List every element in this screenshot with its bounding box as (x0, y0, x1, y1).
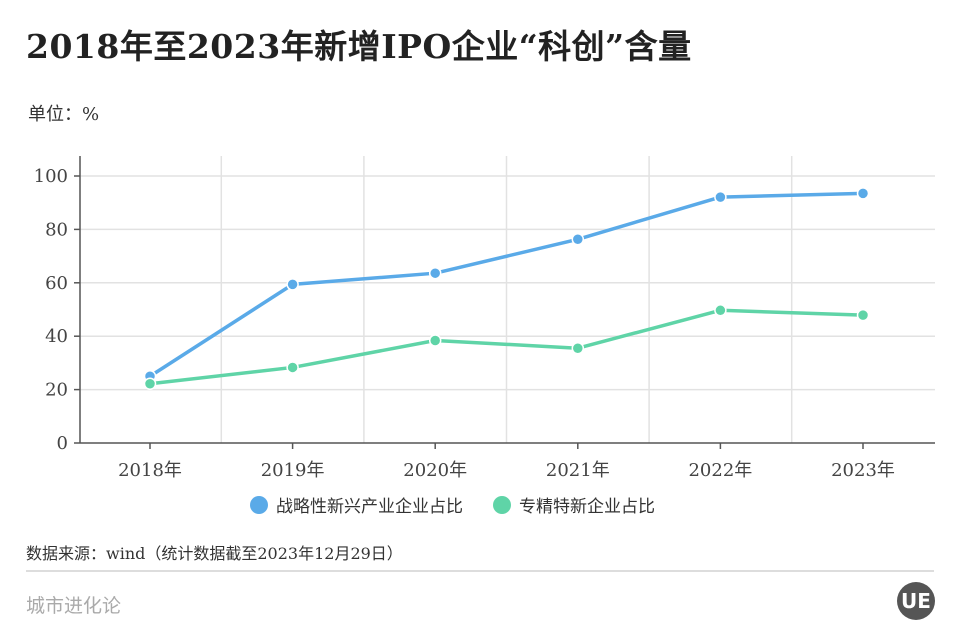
data-source: 数据来源：wind（统计数据截至2023年12月29日） (26, 544, 403, 563)
divider (26, 570, 934, 572)
legend-item-strategic[interactable]: 战略性新兴产业企业占比 (250, 492, 463, 517)
y-tick-label: 40 (45, 326, 68, 347)
data-point-1 (856, 187, 870, 200)
brand-name: 城市进化论 (26, 595, 122, 617)
x-tick-label: 2022年 (688, 460, 752, 481)
data-point-2 (143, 377, 157, 390)
legend: 战略性新兴产业企业占比 专精特新企业占比 (250, 492, 655, 517)
data-point-1 (286, 278, 299, 291)
x-tick-label: 2023年 (831, 460, 895, 481)
series-line-1 (149, 191, 864, 378)
data-point-2 (286, 361, 299, 374)
y-tick-label: 60 (45, 273, 68, 294)
chart-title: 2018年至2023年新增IPO企业“科创”含量 (26, 27, 692, 66)
legend-label: 战略性新兴产业企业占比 (276, 497, 463, 517)
data-point-2 (571, 341, 585, 355)
data-point-1 (714, 190, 727, 204)
brand-logo: UE (897, 582, 935, 620)
data-point-2 (714, 304, 727, 317)
data-point-2 (856, 308, 870, 322)
series-line-2 (149, 308, 864, 386)
data-point-1 (428, 266, 442, 280)
unit-label: 单位：% (28, 104, 100, 125)
x-tick-label: 2018年 (118, 460, 182, 481)
x-tick-label: 2019年 (261, 460, 325, 481)
x-tick-label: 2021年 (546, 460, 610, 481)
data-point-1 (571, 233, 585, 246)
data-point-2 (428, 334, 442, 347)
legend-marker-green (493, 495, 511, 514)
x-tick-label: 2020年 (403, 460, 467, 481)
y-tick-label: 100 (34, 166, 68, 187)
legend-label: 专精特新企业占比 (519, 497, 655, 517)
y-tick-label: 0 (57, 433, 68, 454)
y-tick-label: 80 (45, 219, 68, 240)
legend-item-specialized[interactable]: 专精特新企业占比 (493, 492, 655, 517)
legend-marker-blue (250, 495, 268, 514)
y-tick-label: 20 (45, 380, 68, 401)
